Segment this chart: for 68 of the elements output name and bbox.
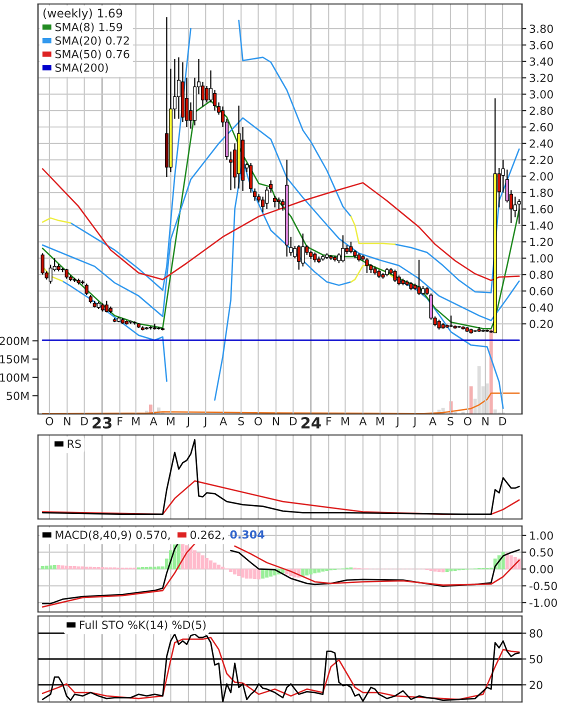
x-tick-label: F [326, 417, 332, 426]
y-tick-label: 2.80 [530, 106, 553, 115]
y-tick-label: 1.80 [530, 188, 553, 197]
x-tick-label: O [254, 416, 262, 426]
x-tick-label: N [64, 417, 70, 426]
y-tick-label: 1.40 [530, 221, 553, 230]
legend-label: MACD(8,40,9) 0.570, [56, 530, 170, 540]
legend-label: 0.262, [190, 530, 224, 540]
x-tick-label: 24 [301, 417, 321, 428]
x-tick-label: M [376, 417, 384, 426]
x-tick-label: M [132, 417, 140, 426]
legend-label: SMA(50) 0.76 [55, 50, 130, 60]
x-tick-label: N [272, 417, 280, 426]
x-tick-label: A [359, 417, 367, 426]
x-tick-label: O [464, 416, 472, 426]
legend-label: RS [68, 440, 81, 448]
y-tick-label: 3.40 [530, 57, 553, 66]
legend-label: SMA(20) 0.72 [55, 36, 129, 46]
y-tick-label: -0.50 [529, 582, 557, 590]
y-tick-label: 80 [530, 629, 542, 638]
y-tick-label: 0.20 [530, 320, 553, 328]
y-tick-label: 3.80 [530, 24, 553, 33]
y-tick-label: 1.00 [530, 254, 553, 263]
y-tick-label: 1.60 [530, 204, 553, 214]
y2-tick-label: 50M [6, 392, 29, 400]
y-tick-label: 20 [530, 680, 542, 690]
y-tick-label: 2.20 [530, 156, 553, 164]
x-tick-label: N [482, 417, 488, 426]
x-tick-label: M [342, 417, 349, 426]
y-tick-label: 1.00 [530, 531, 553, 540]
x-tick-label: A [220, 417, 228, 426]
y-tick-label: 3.60 [530, 40, 553, 50]
y-tick-label: 50 [530, 654, 542, 664]
x-tick-label: S [238, 416, 244, 426]
x-tick-label: S [448, 416, 454, 426]
y-tick-label: 0.00 [530, 564, 553, 574]
legend-label: SMA(200) [55, 63, 108, 74]
legend-label: Full STO %K(14) %D(5) [80, 620, 206, 630]
y-tick-label: -1.00 [529, 598, 557, 607]
y-tick-label: 3.00 [530, 90, 553, 99]
x-tick-label: A [150, 417, 158, 426]
x-tick-label: J [412, 417, 416, 428]
x-tick-label: F [118, 417, 122, 426]
y2-tick-label: 150M [0, 355, 29, 364]
y-tick-label: 2.00 [530, 172, 553, 181]
x-tick-label: D [499, 417, 506, 426]
x-tick-label: M [167, 417, 174, 426]
legend-title: (weekly) 1.69 [43, 8, 122, 20]
y2-tick-label: 200M [0, 336, 29, 346]
x-tick-label: J [396, 417, 398, 428]
y-tick-label: 1.20 [530, 238, 553, 246]
x-tick-label: J [203, 417, 206, 428]
legend-label: SMA(8) 1.59 [55, 22, 122, 33]
y-tick-label: 0.80 [530, 270, 553, 279]
annotation: 0.304 [230, 530, 264, 539]
y-tick-label: 0.50 [530, 548, 553, 557]
y-tick-label: 2.40 [530, 139, 553, 148]
x-tick-label: A [429, 417, 436, 426]
y-tick-label: 3.20 [530, 74, 553, 82]
x-tick-label: D [290, 417, 297, 426]
y2-tick-label: 100M [0, 373, 29, 382]
y-tick-label: 0.40 [530, 303, 553, 312]
y-tick-label: 0.60 [530, 286, 553, 296]
x-tick-label: J [186, 417, 190, 428]
x-tick-label: O [46, 416, 54, 426]
x-tick-label: 23 [92, 417, 112, 429]
x-tick-label: D [81, 417, 88, 426]
y-tick-label: 2.60 [530, 122, 553, 132]
